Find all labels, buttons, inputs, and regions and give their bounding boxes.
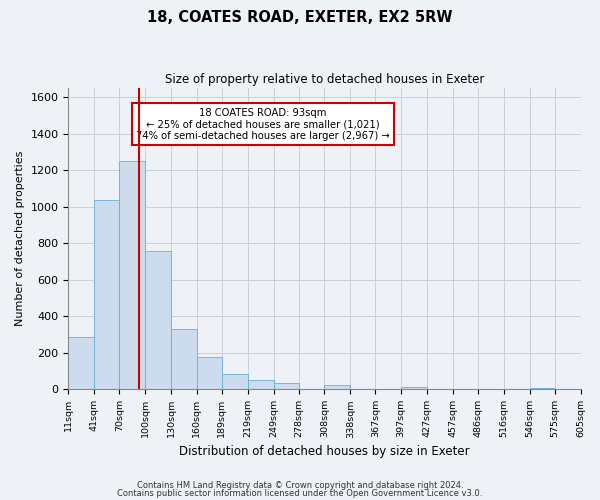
Bar	[68, 338, 94, 390]
Title: Size of property relative to detached houses in Exeter: Size of property relative to detached ho…	[165, 72, 484, 86]
Bar	[274, 383, 299, 390]
Text: Contains public sector information licensed under the Open Government Licence v3: Contains public sector information licen…	[118, 488, 482, 498]
Bar	[325, 385, 350, 390]
Bar	[94, 200, 119, 390]
Bar	[222, 374, 248, 390]
Text: 18, COATES ROAD, EXETER, EX2 5RW: 18, COATES ROAD, EXETER, EX2 5RW	[147, 10, 453, 25]
Bar	[530, 388, 554, 390]
X-axis label: Distribution of detached houses by size in Exeter: Distribution of detached houses by size …	[179, 444, 470, 458]
Bar	[197, 358, 222, 390]
Text: Contains HM Land Registry data © Crown copyright and database right 2024.: Contains HM Land Registry data © Crown c…	[137, 481, 463, 490]
Bar	[145, 252, 171, 390]
Bar	[248, 380, 274, 390]
Bar	[171, 329, 197, 390]
Bar	[401, 386, 427, 390]
Text: 18 COATES ROAD: 93sqm
← 25% of detached houses are smaller (1,021)
74% of semi-d: 18 COATES ROAD: 93sqm ← 25% of detached …	[136, 108, 390, 141]
Bar	[119, 161, 145, 390]
Y-axis label: Number of detached properties: Number of detached properties	[15, 151, 25, 326]
